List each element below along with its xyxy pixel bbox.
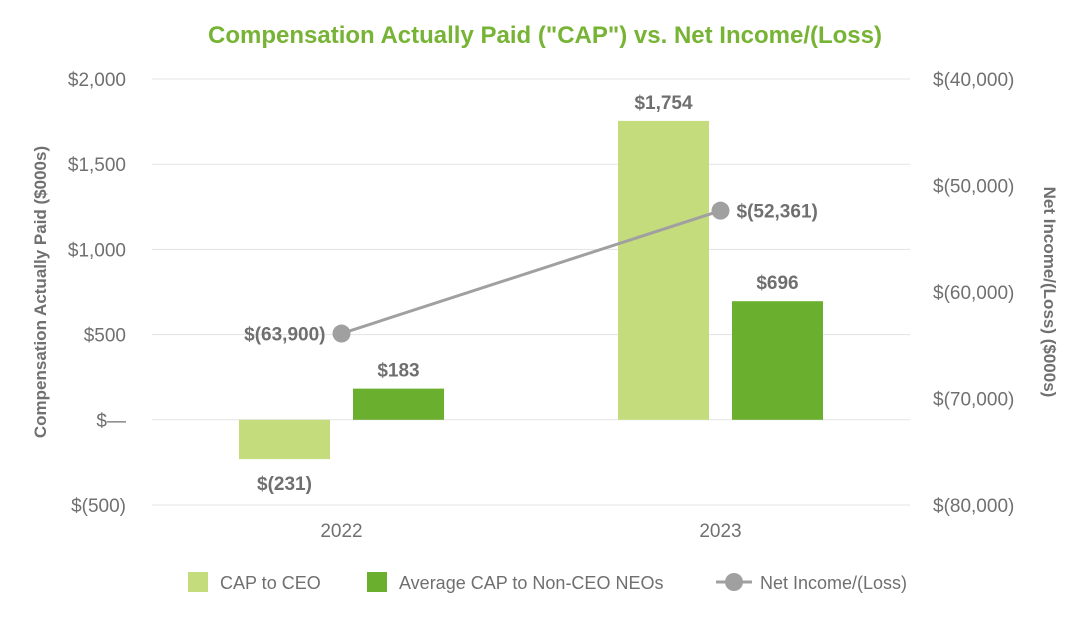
left-tick-label: $500	[84, 326, 126, 347]
legend: CAP to CEO Average CAP to Non-CEO NEOs Net…	[188, 572, 907, 593]
data-label-average-cap-to-non-ceo-neos-2023: $696	[756, 273, 798, 294]
data-label-cap-to-ceo-2023: $1,754	[634, 93, 693, 114]
net-income-point-2023	[711, 201, 730, 220]
x-tick-label: 2022	[320, 521, 362, 542]
bar-average-cap-to-non-ceo-neos-2023	[732, 301, 823, 420]
left-tick-label: $2,000	[68, 70, 126, 91]
net-income-label-2023: $(52,361)	[737, 202, 818, 223]
legend-marker-net-income-loss	[725, 573, 743, 591]
right-axis-ticks: $(40,000) $(50,000) $(60,000) $(70,000) $(80…	[933, 70, 1014, 517]
right-tick-label: $(80,000)	[933, 496, 1014, 517]
bar-cap-to-ceo-2022	[239, 419, 330, 460]
legend-label-cap-to-ceo: CAP to CEO	[220, 573, 321, 593]
legend-label-net-income-loss: Net Income/(Loss)	[760, 573, 907, 593]
left-tick-label: $1,000	[68, 240, 126, 261]
data-labels: $(231) $183 $1,754 $696 $(63,900) $(52,361)	[244, 93, 818, 495]
right-tick-label: $(70,000)	[933, 390, 1014, 411]
net-income-label-2022: $(63,900)	[244, 325, 325, 346]
net-income-point-2022	[332, 324, 351, 343]
right-tick-label: $(50,000)	[933, 177, 1014, 198]
net-income-line-path	[341, 209, 721, 335]
legend-swatch-cap-to-ceo	[188, 572, 208, 592]
bars	[239, 120, 823, 460]
right-tick-label: $(40,000)	[933, 70, 1014, 91]
left-tick-label: $1,500	[68, 155, 126, 176]
data-label-average-cap-to-non-ceo-neos-2022: $183	[377, 361, 419, 382]
right-axis-title: Net Income/(Loss) ($000s)	[1040, 187, 1059, 398]
legend-label-average-cap-to-non-ceo-neos: Average CAP to Non-CEO NEOs	[399, 573, 663, 593]
x-tick-label: 2023	[699, 521, 741, 542]
right-tick-label: $(60,000)	[933, 283, 1014, 304]
net-income-line	[332, 201, 730, 343]
data-label-cap-to-ceo-2022: $(231)	[257, 474, 312, 495]
left-axis-title: Compensation Actually Paid ($000s)	[31, 146, 50, 438]
bar-average-cap-to-non-ceo-neos-2022	[353, 388, 444, 420]
bar-cap-to-ceo-2023	[618, 120, 709, 420]
legend-swatch-average-cap-to-non-ceo-neos	[367, 572, 387, 592]
chart-title: Compensation Actually Paid ("CAP") vs. N…	[208, 22, 882, 49]
left-tick-label: $(500)	[71, 496, 126, 517]
left-axis-ticks: $2,000 $1,500 $1,000 $500 $— $(500)	[68, 70, 126, 517]
x-axis-ticks: 2022 2023	[320, 521, 741, 542]
left-tick-label: $—	[96, 411, 126, 432]
